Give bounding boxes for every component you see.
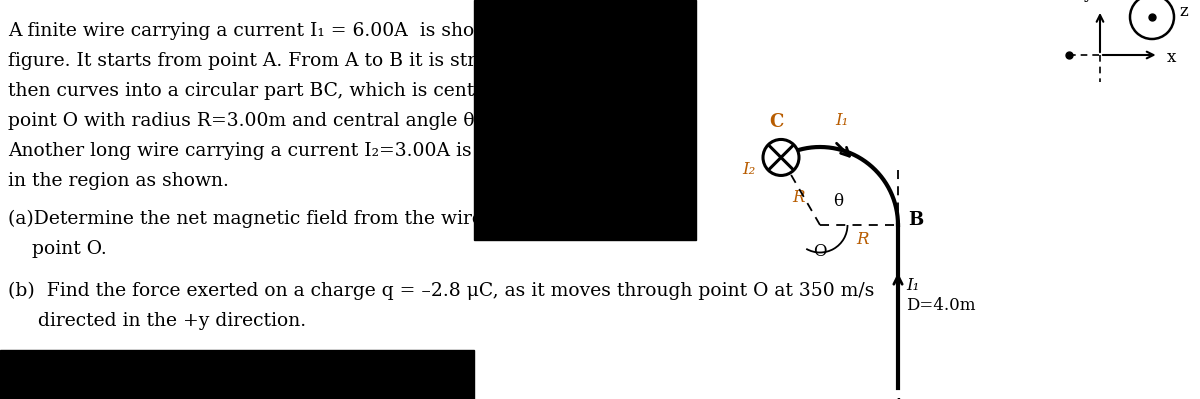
Text: I₂: I₂ — [742, 161, 755, 178]
Text: I₁: I₁ — [835, 112, 848, 129]
Bar — [474, 0, 696, 240]
Text: (b)  Find the force exerted on a charge q = –2.8 μC, as it moves through point O: (b) Find the force exerted on a charge q… — [8, 282, 875, 300]
Text: point O with radius R=3.00m and central angle θ=120°.: point O with radius R=3.00m and central … — [8, 112, 541, 130]
Text: point O.: point O. — [8, 240, 107, 258]
Bar — [0, 350, 474, 399]
Text: A finite wire carrying a current I₁ = 6.00A  is shown in: A finite wire carrying a current I₁ = 6.… — [8, 22, 527, 40]
Circle shape — [1130, 0, 1174, 39]
Text: directed in the +y direction.: directed in the +y direction. — [8, 312, 306, 330]
Text: R: R — [856, 231, 869, 249]
Text: D=4.0m: D=4.0m — [906, 296, 976, 314]
Text: then curves into a circular part BC, which is centered at: then curves into a circular part BC, whi… — [8, 82, 541, 100]
Text: Another long wire carrying a current I₂=3.00A is also put: Another long wire carrying a current I₂=… — [8, 142, 553, 160]
Text: in the region as shown.: in the region as shown. — [8, 172, 229, 190]
Text: x: x — [1166, 49, 1176, 65]
Text: C: C — [769, 113, 784, 131]
Text: y: y — [1084, 0, 1093, 2]
Text: z: z — [1178, 2, 1188, 20]
Circle shape — [763, 139, 799, 176]
Text: figure. It starts from point A. From A to B it is straight: figure. It starts from point A. From A t… — [8, 52, 524, 70]
Text: B: B — [908, 211, 923, 229]
Text: R: R — [792, 188, 804, 205]
Text: (a)Determine the net magnetic field from the wires at: (a)Determine the net magnetic field from… — [8, 210, 517, 228]
Text: I₁: I₁ — [906, 277, 919, 294]
Text: O: O — [814, 243, 827, 260]
Text: θ: θ — [833, 192, 844, 209]
Text: A: A — [890, 398, 905, 399]
